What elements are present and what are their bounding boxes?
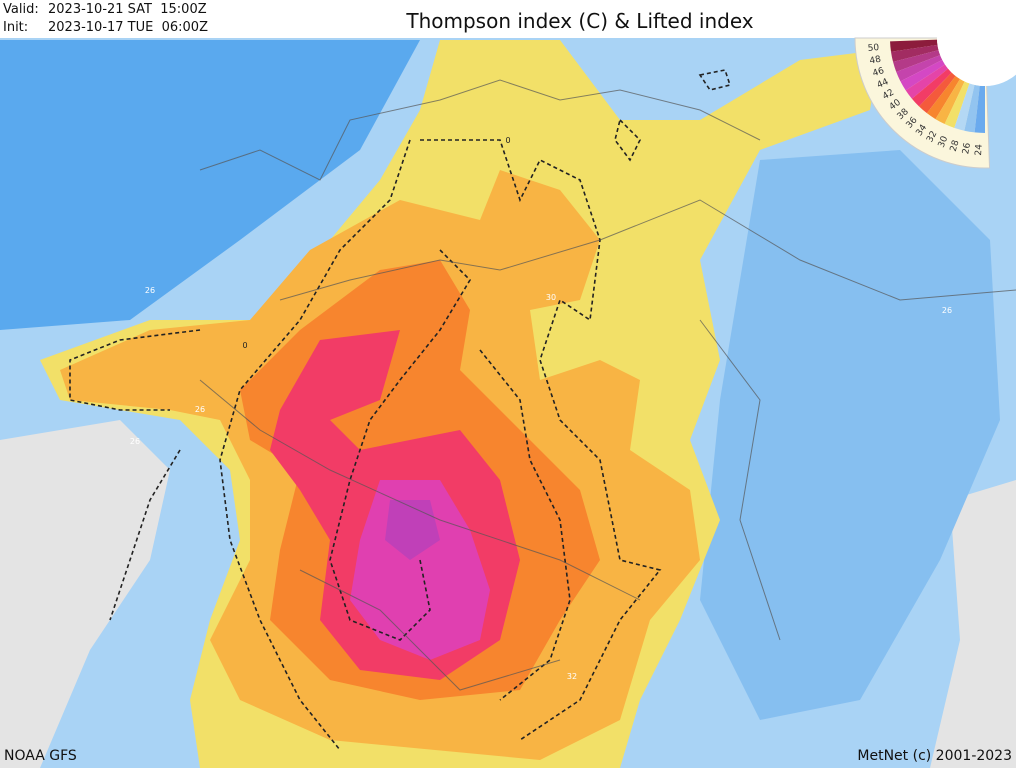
contour-label: 26	[195, 405, 205, 414]
legend-label: 48	[869, 55, 882, 67]
legend-swatch	[893, 50, 941, 72]
contour	[329, 249, 472, 641]
contour-label: 0	[242, 341, 247, 350]
contour	[614, 69, 732, 162]
source: NOAA GFS	[4, 748, 77, 764]
legend-swatch	[944, 81, 970, 128]
purple-area	[385, 500, 440, 560]
legend-label: 46	[871, 66, 885, 79]
contour-label: 30	[546, 293, 556, 302]
legend-swatch	[919, 72, 956, 114]
legend-label: 50	[867, 43, 880, 54]
valid-time: 2023-10-21 SAT 15:00Z	[48, 2, 207, 17]
legend-label: 30	[937, 135, 951, 150]
legend-label: 32	[925, 129, 939, 144]
contour-label: 26	[130, 437, 140, 446]
legend-swatch	[890, 44, 939, 62]
legend-swatch	[911, 68, 952, 107]
init-time: 2023-10-17 TUE 06:00Z	[48, 20, 208, 35]
legend-swatch	[896, 55, 943, 82]
legend-label: 44	[876, 77, 891, 91]
legend-center	[937, 0, 1016, 86]
contour-label: 26	[145, 286, 155, 295]
header-bar	[0, 0, 1016, 38]
legend-label: 26	[961, 142, 973, 155]
legend-swatch	[964, 84, 980, 133]
legend-swatch	[900, 59, 945, 91]
legend-swatch	[935, 78, 965, 124]
init-label: Init:	[3, 20, 28, 35]
legend-swatch	[905, 64, 949, 99]
legend-label: 42	[881, 88, 896, 102]
contour-label: 32	[567, 672, 577, 681]
map-title: Thompson index (C) & Lifted index	[405, 9, 753, 33]
contour-label: 0	[505, 136, 510, 145]
contour	[109, 449, 181, 621]
legend-label: 28	[949, 139, 962, 153]
legend-swatch	[974, 85, 985, 133]
contour-label: 26	[942, 306, 952, 315]
contour	[219, 139, 411, 751]
valid-label: Valid:	[3, 2, 39, 17]
blue-area	[700, 150, 1000, 720]
legend-swatch	[890, 39, 938, 52]
legend-swatch	[954, 83, 975, 131]
credit: MetNet (c) 2001-2023	[857, 748, 1012, 764]
gray-land	[930, 480, 1016, 768]
deep-blue-area	[0, 40, 420, 330]
gray-land	[0, 420, 170, 768]
contour	[420, 139, 662, 741]
country-border	[199, 79, 1016, 691]
contour	[479, 349, 571, 701]
contour	[69, 329, 201, 411]
legend-label: 24	[974, 144, 985, 156]
legend-swatch	[926, 75, 960, 120]
